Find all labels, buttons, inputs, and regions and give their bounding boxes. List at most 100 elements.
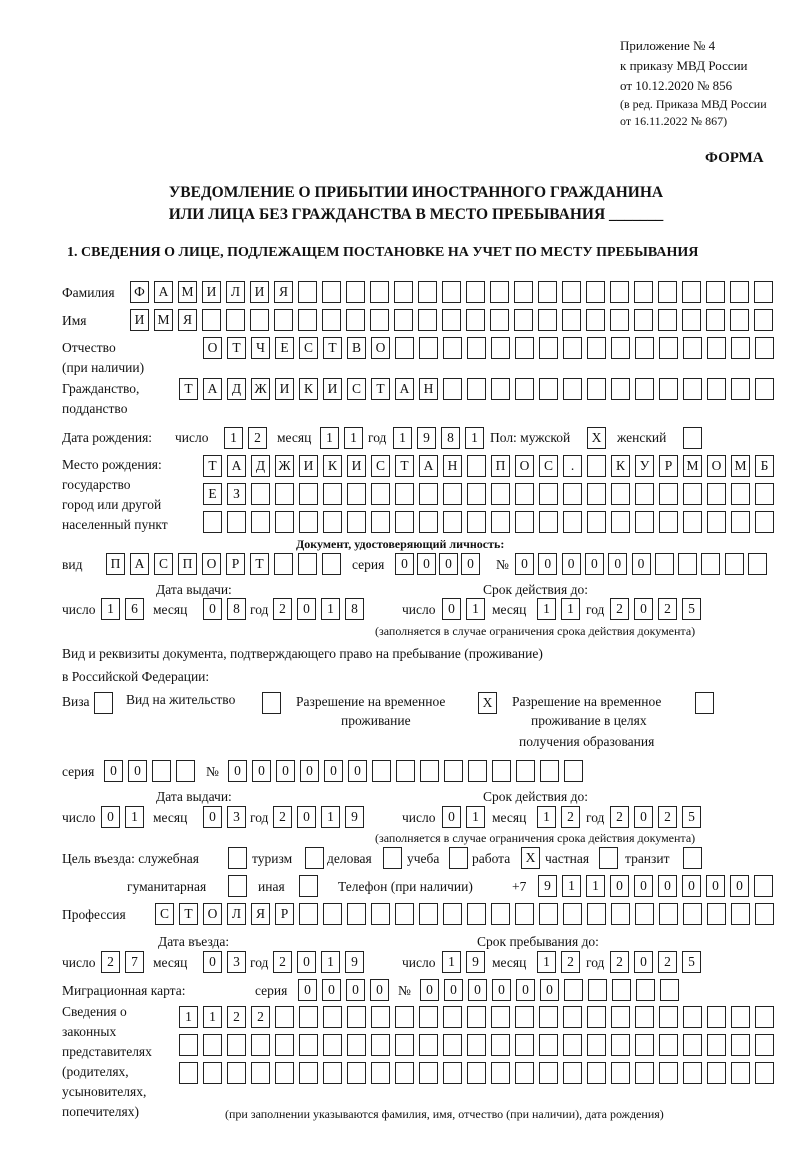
id-valid-day-box[interactable]: 1: [466, 598, 485, 620]
reps-box[interactable]: 2: [251, 1006, 270, 1028]
reps-box[interactable]: [587, 1006, 606, 1028]
purpose-tourism-checkbox[interactable]: [305, 847, 324, 869]
birthplace-box[interactable]: [587, 455, 606, 477]
purpose-private-checkbox[interactable]: [599, 847, 618, 869]
birthplace-box[interactable]: [467, 455, 486, 477]
phone-box[interactable]: 9: [538, 875, 557, 897]
birthplace-box[interactable]: Ж: [275, 455, 294, 477]
profession-box[interactable]: [635, 903, 654, 925]
phone-box[interactable]: 0: [634, 875, 653, 897]
name-box[interactable]: [322, 309, 341, 331]
reps-box[interactable]: [539, 1062, 558, 1084]
id-number-box[interactable]: [678, 553, 698, 575]
reps-box[interactable]: [227, 1034, 246, 1056]
reps-box[interactable]: [227, 1062, 246, 1084]
profession-box[interactable]: [347, 903, 366, 925]
id-issue-year-box[interactable]: 1: [321, 598, 340, 620]
profession-box[interactable]: [491, 903, 510, 925]
profession-box[interactable]: [563, 903, 582, 925]
birthplace-box[interactable]: [707, 511, 726, 533]
birthplace-box[interactable]: [635, 483, 654, 505]
id-valid-month-box[interactable]: 1: [537, 598, 556, 620]
profession-box[interactable]: [731, 903, 750, 925]
birthplace-box[interactable]: С: [371, 455, 390, 477]
patronymic-box[interactable]: [491, 337, 510, 359]
citizenship-box[interactable]: И: [323, 378, 342, 400]
name-box[interactable]: [466, 309, 485, 331]
reps-box[interactable]: [707, 1006, 726, 1028]
reps-box[interactable]: [635, 1034, 654, 1056]
reps-box[interactable]: [659, 1034, 678, 1056]
dob-year-box[interactable]: 1: [465, 427, 484, 449]
reps-box[interactable]: [299, 1034, 318, 1056]
rd-number-box[interactable]: 0: [324, 760, 343, 782]
reps-box[interactable]: [755, 1006, 774, 1028]
reps-box[interactable]: [179, 1034, 198, 1056]
rd-number-box[interactable]: 0: [276, 760, 295, 782]
name-box[interactable]: [514, 309, 533, 331]
rd-number-box[interactable]: 0: [228, 760, 247, 782]
mc-series-box[interactable]: 0: [346, 979, 365, 1001]
mc-number-box[interactable]: 0: [492, 979, 511, 1001]
profession-box[interactable]: Т: [179, 903, 198, 925]
patronymic-box[interactable]: [731, 337, 750, 359]
stay-year-box[interactable]: 2: [610, 951, 629, 973]
reps-box[interactable]: [395, 1034, 414, 1056]
stay-year-box[interactable]: 2: [658, 951, 677, 973]
id-issue-day-box[interactable]: 1: [101, 598, 120, 620]
reps-box[interactable]: [755, 1062, 774, 1084]
citizenship-box[interactable]: Н: [419, 378, 438, 400]
rd-valid-day-box[interactable]: 0: [442, 806, 461, 828]
patronymic-box[interactable]: Т: [227, 337, 246, 359]
rd-issue-year-box[interactable]: 2: [273, 806, 292, 828]
profession-box[interactable]: Р: [275, 903, 294, 925]
birthplace-box[interactable]: Т: [203, 455, 222, 477]
id-number-box[interactable]: 0: [515, 553, 534, 575]
id-number-box[interactable]: 0: [538, 553, 558, 575]
birthplace-box[interactable]: [467, 511, 486, 533]
reps-box[interactable]: [563, 1062, 582, 1084]
birthplace-box[interactable]: [371, 511, 390, 533]
reps-box[interactable]: [491, 1034, 510, 1056]
id-kind-box[interactable]: [274, 553, 293, 575]
name-box[interactable]: [538, 309, 557, 331]
patronymic-box[interactable]: Е: [275, 337, 294, 359]
surname-box[interactable]: Я: [274, 281, 293, 303]
reps-box[interactable]: [395, 1062, 414, 1084]
surname-box[interactable]: [730, 281, 749, 303]
reps-box[interactable]: [731, 1062, 750, 1084]
sex-female-checkbox[interactable]: [683, 427, 702, 449]
reps-box[interactable]: [251, 1062, 270, 1084]
rd-number-box[interactable]: [420, 760, 439, 782]
surname-box[interactable]: И: [250, 281, 269, 303]
birthplace-box[interactable]: [251, 483, 270, 505]
rd-valid-year-box[interactable]: 5: [682, 806, 701, 828]
surname-box[interactable]: [466, 281, 485, 303]
rd-number-box[interactable]: 0: [252, 760, 271, 782]
purpose-business-checkbox[interactable]: [383, 847, 402, 869]
mc-number-box[interactable]: [636, 979, 655, 1001]
patronymic-box[interactable]: С: [299, 337, 318, 359]
name-box[interactable]: Я: [178, 309, 197, 331]
patronymic-box[interactable]: [635, 337, 654, 359]
rd-number-box[interactable]: 0: [348, 760, 367, 782]
profession-box[interactable]: [467, 903, 486, 925]
birthplace-box[interactable]: И: [299, 455, 318, 477]
visa-checkbox[interactable]: [94, 692, 113, 714]
name-box[interactable]: [298, 309, 317, 331]
birthplace-box[interactable]: М: [731, 455, 750, 477]
birthplace-box[interactable]: П: [491, 455, 510, 477]
entry-year-box[interactable]: 9: [345, 951, 364, 973]
citizenship-box[interactable]: [683, 378, 702, 400]
temp-residence-checkbox[interactable]: X: [478, 692, 497, 714]
profession-box[interactable]: [299, 903, 318, 925]
rd-number-box[interactable]: 0: [300, 760, 319, 782]
birthplace-box[interactable]: [707, 483, 726, 505]
patronymic-box[interactable]: О: [371, 337, 390, 359]
stay-year-box[interactable]: 0: [634, 951, 653, 973]
rd-number-box[interactable]: [492, 760, 511, 782]
reps-box[interactable]: [539, 1034, 558, 1056]
phone-box[interactable]: [754, 875, 773, 897]
birthplace-box[interactable]: О: [515, 455, 534, 477]
profession-box[interactable]: Я: [251, 903, 270, 925]
